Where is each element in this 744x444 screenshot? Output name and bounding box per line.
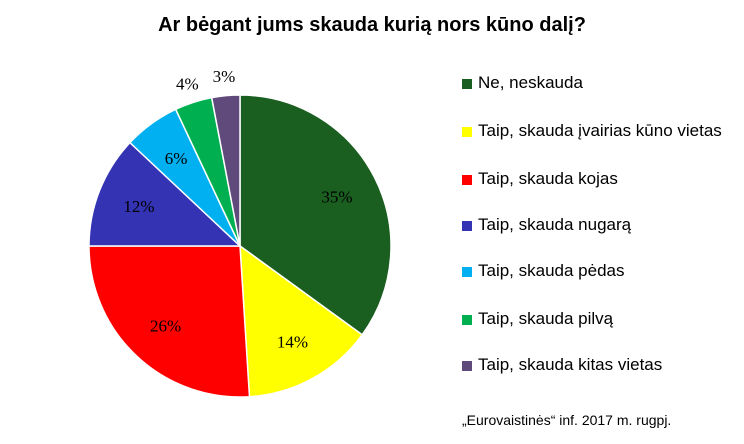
legend-label: Taip, skauda nugarą	[478, 215, 632, 234]
legend-label: Taip, skauda kojas	[478, 169, 618, 188]
slice-label-1: 35%	[321, 188, 352, 207]
legend-swatch	[462, 267, 472, 277]
pie-slice-3	[88, 245, 251, 398]
pie-slice-2	[239, 244, 364, 398]
slice-label-5: 6%	[165, 149, 188, 168]
legend-item-6: Taip, skauda pilvą	[462, 308, 732, 330]
slice-label-2: 14%	[277, 332, 308, 351]
slice-label-7: 3%	[213, 67, 236, 86]
legend-swatch	[462, 127, 472, 137]
legend-item-5: Taip, skauda pėdas	[462, 260, 732, 282]
legend-item-2: Taip, skauda įvairias kūno vietas	[462, 120, 732, 142]
legend-swatch	[462, 79, 472, 89]
legend-label: Ne, neskauda	[478, 73, 583, 92]
chart-title: Ar bėgant jums skauda kurią nors kūno da…	[158, 14, 586, 36]
pie-slice-7	[210, 94, 241, 247]
legend-swatch	[462, 175, 472, 185]
legend-item-7: Taip, skauda kitas vietas	[462, 354, 732, 376]
legend-swatch	[462, 361, 472, 371]
legend-label: Taip, skauda kitas vietas	[478, 355, 663, 374]
legend-swatch	[462, 315, 472, 325]
legend-item-3: Taip, skauda kojas	[462, 168, 732, 190]
slice-label-3: 26%	[150, 316, 181, 335]
slice-label-6: 4%	[176, 75, 199, 94]
legend-swatch	[462, 221, 472, 231]
legend-label: Taip, skauda įvairias kūno vietas	[478, 121, 722, 140]
source-note: „Eurovaistinės“ inf. 2017 m. rugpj.	[462, 412, 672, 428]
slice-label-4: 12%	[123, 197, 154, 216]
legend-label: Taip, skauda pėdas	[478, 261, 625, 280]
pie-slice-4	[88, 141, 242, 247]
legend-item-1: Ne, neskauda	[462, 72, 732, 94]
legend-label: Taip, skauda pilvą	[478, 309, 614, 328]
pie-slice-1	[239, 94, 392, 336]
legend-item-4: Taip, skauda nugarą	[462, 214, 732, 236]
